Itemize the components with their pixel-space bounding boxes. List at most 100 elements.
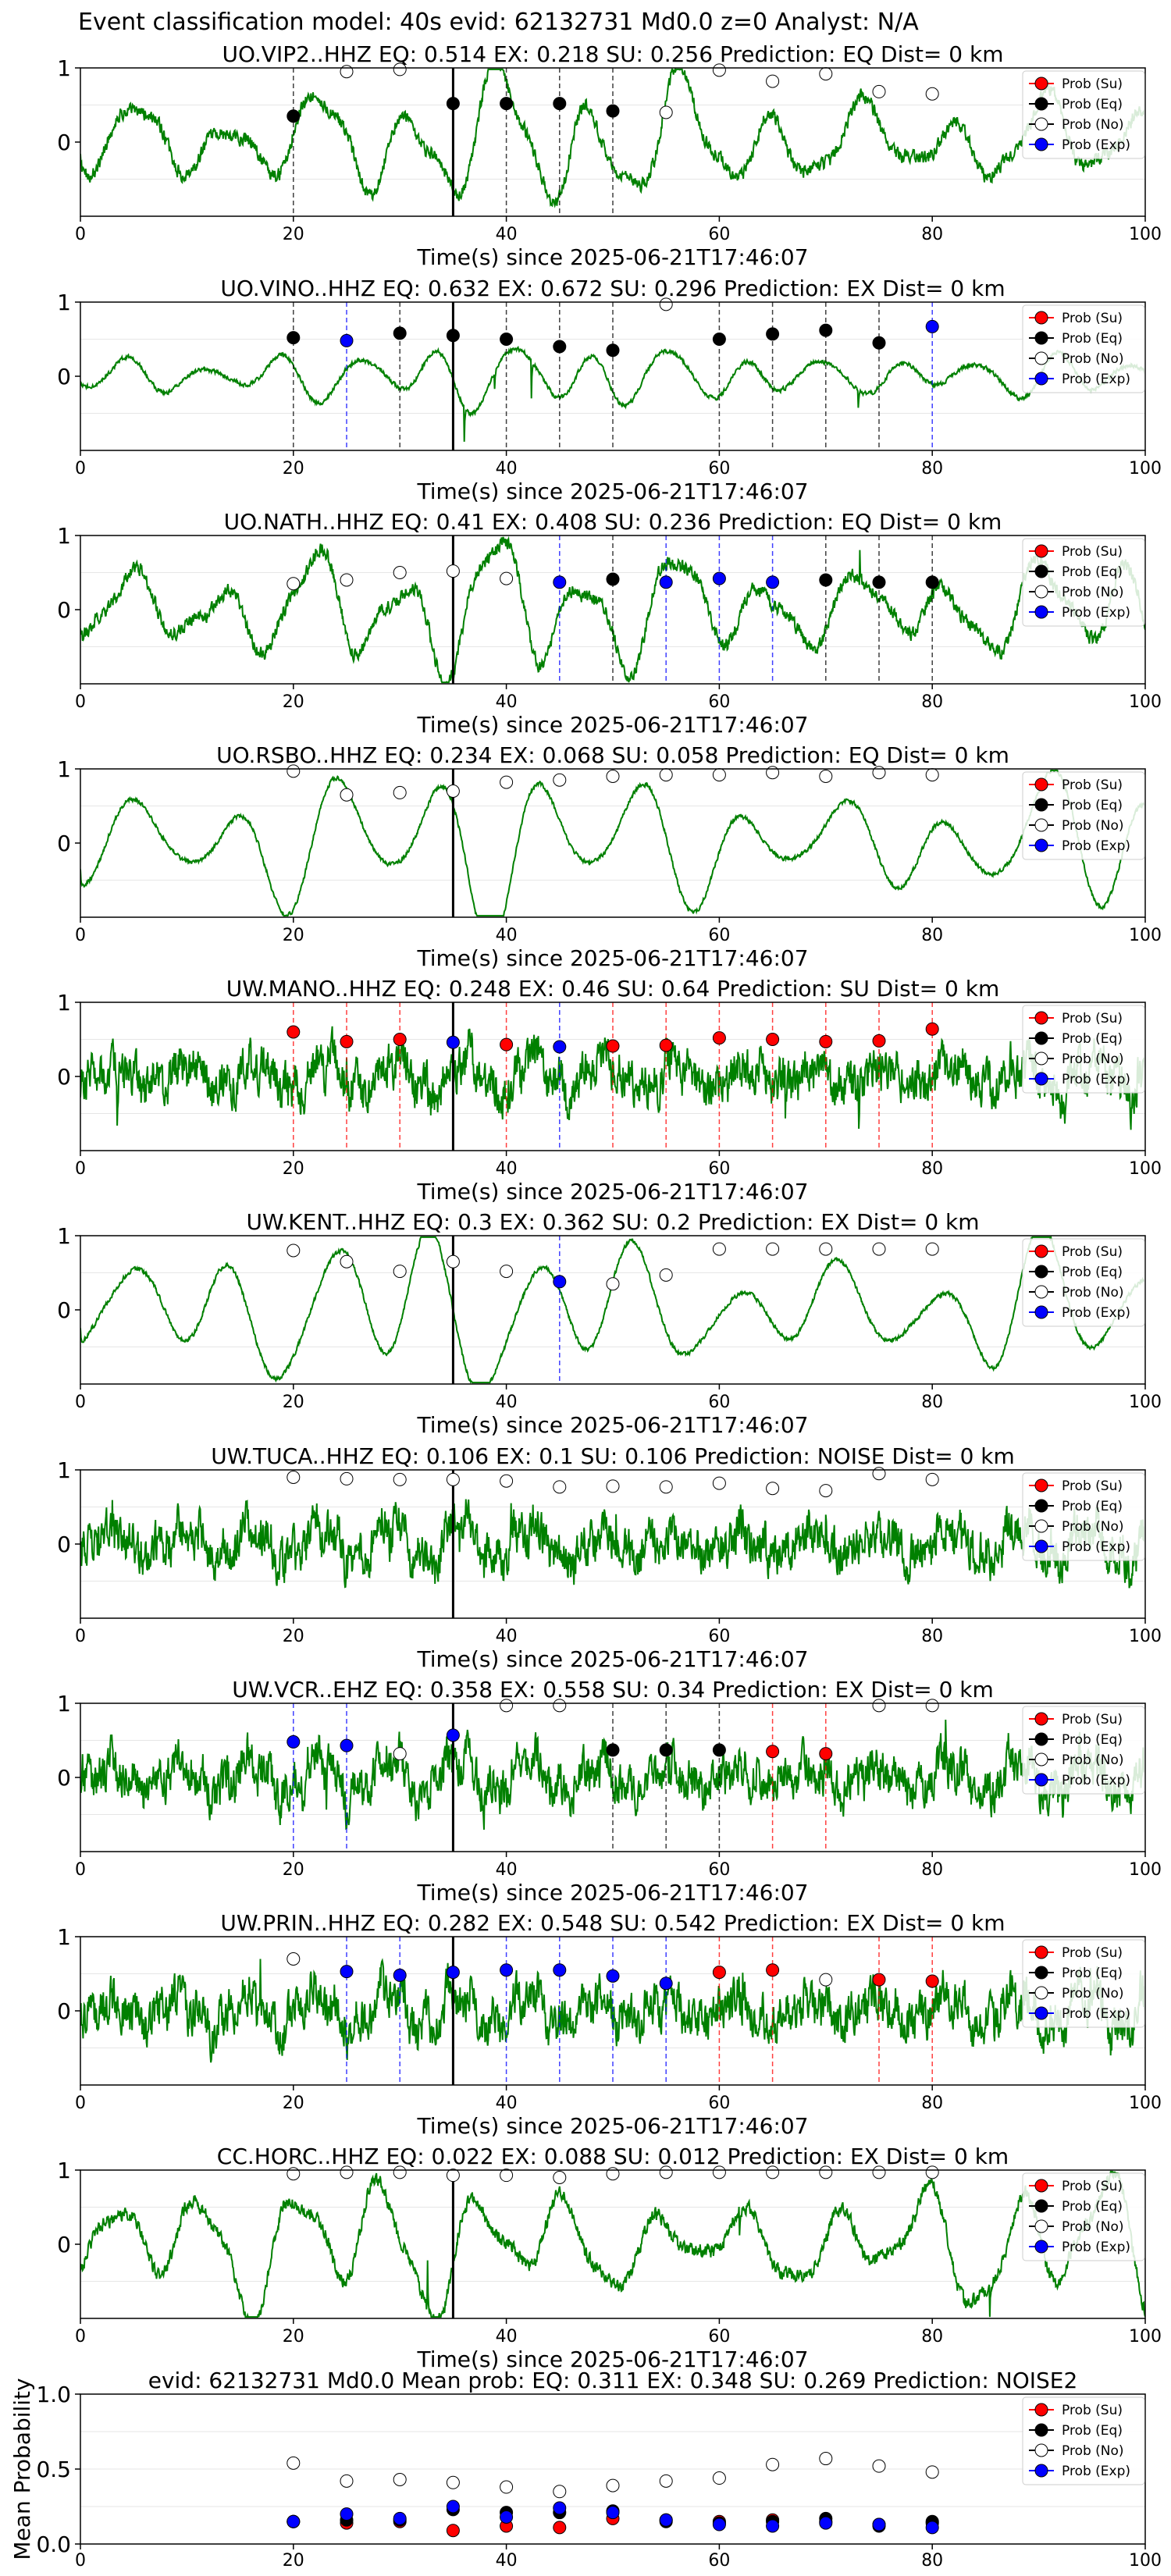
- x-tick-label-4-1: 20: [283, 1159, 304, 1179]
- legend-marker-9-0: [1034, 2179, 1048, 2193]
- legend-label-4-0: Prob (Su): [1062, 1011, 1123, 1026]
- legend-marker-6-0: [1034, 1478, 1048, 1493]
- mean-point-no-10: [819, 2452, 833, 2466]
- prob-point-0-8: [712, 63, 726, 77]
- x-tick-label-5-3: 60: [708, 1393, 730, 1412]
- mean-point-no-7: [659, 2474, 673, 2488]
- figure-suptitle: Event classification model: 40s evid: 62…: [78, 9, 919, 36]
- prob-point-1-6: [606, 343, 620, 358]
- x-tick-label-2-2: 40: [496, 692, 518, 712]
- mean-point-no-2: [393, 2472, 407, 2486]
- prob-point-5-11: [872, 1242, 886, 1256]
- mean-point-no-0: [287, 2456, 301, 2470]
- legend-marker-4-2: [1034, 1051, 1048, 1066]
- legend-label-8-2: Prob (No): [1062, 1986, 1124, 2001]
- legend-label-mean-2: Prob (No): [1062, 2443, 1124, 2459]
- panel-xlabel-8: Time(s) since 2025-06-21T17:46:07: [416, 2113, 808, 2139]
- mean-ylabel: Mean Probability: [9, 2378, 35, 2560]
- panel-xlabel-5: Time(s) since 2025-06-21T17:46:07: [416, 1412, 808, 1438]
- x-tick-label-2-5: 100: [1129, 692, 1162, 712]
- legend-marker-5-0: [1034, 1244, 1048, 1258]
- x-tick-label-2-4: 80: [921, 692, 943, 712]
- prob-point-2-1: [340, 573, 354, 587]
- prob-point-3-11: [872, 766, 886, 780]
- prob-point-2-6: [606, 572, 620, 586]
- mean-point-no-11: [872, 2459, 886, 2473]
- panel-xlabel-7: Time(s) since 2025-06-21T17:46:07: [416, 1880, 808, 1905]
- prob-point-4-1: [340, 1034, 354, 1048]
- legend-marker-8-1: [1034, 1966, 1048, 1980]
- legend-marker-8-0: [1034, 1945, 1048, 1959]
- legend-marker-5-3: [1034, 1305, 1048, 1319]
- prob-point-6-8: [712, 1476, 726, 1490]
- prob-point-2-3: [446, 564, 460, 578]
- legend-marker-6-2: [1034, 1519, 1048, 1533]
- prob-point-3-10: [819, 770, 833, 783]
- prob-point-5-8: [712, 1242, 726, 1256]
- legend-marker-7-2: [1034, 1752, 1048, 1767]
- x-tick-label-6-2: 40: [496, 1627, 518, 1646]
- prob-point-7-10: [819, 1747, 833, 1761]
- prob-point-3-4: [500, 775, 514, 789]
- prob-point-3-1: [340, 788, 354, 802]
- y-tick-label-0-0: 1: [57, 55, 71, 81]
- mean-panel-title: evid: 62132731 Md0.0 Mean prob: EQ: 0.31…: [148, 2368, 1078, 2393]
- prob-point-3-6: [606, 770, 620, 783]
- panel-title-5: UW.KENT..HHZ EQ: 0.3 EX: 0.362 SU: 0.2 P…: [246, 1209, 979, 1235]
- legend-marker-3-2: [1034, 818, 1048, 832]
- legend-marker-1-2: [1034, 351, 1048, 365]
- x-tick-label-9-0: 0: [75, 2327, 86, 2347]
- x-tick-label-6-1: 20: [283, 1627, 304, 1646]
- legend-label-6-2: Prob (No): [1062, 1519, 1124, 1535]
- mean-y-tick-label-1: 0.5: [36, 2457, 71, 2482]
- x-tick-label-0-2: 40: [496, 225, 518, 244]
- legend-marker-7-1: [1034, 1732, 1048, 1746]
- x-tick-label-7-1: 20: [283, 1860, 304, 1880]
- legend-marker-mean-0: [1034, 2403, 1048, 2417]
- legend-label-7-3: Prob (Exp): [1062, 1773, 1130, 1788]
- prob-point-3-0: [287, 764, 301, 778]
- prob-point-0-4: [500, 97, 514, 111]
- prob-point-5-4: [500, 1265, 514, 1279]
- panel-xlabel-6: Time(s) since 2025-06-21T17:46:07: [416, 1646, 808, 1672]
- prob-point-7-2: [393, 1747, 407, 1761]
- y-tick-label-1-1: 0: [57, 364, 71, 390]
- prob-point-8-9: [766, 1963, 780, 1977]
- prob-point-4-10: [819, 1034, 833, 1048]
- panel-title-7: UW.VCR..EHZ EQ: 0.358 EX: 0.558 SU: 0.34…: [232, 1677, 994, 1703]
- x-tick-label-1-4: 80: [921, 459, 943, 479]
- prob-point-9-0: [287, 2167, 301, 2181]
- prob-point-3-9: [766, 766, 780, 780]
- prob-point-7-6: [606, 1743, 620, 1757]
- legend-5: Prob (Su) Prob (Eq) Prob (No) Prob (Exp): [1022, 1238, 1145, 1327]
- prob-point-5-6: [606, 1277, 620, 1291]
- prob-point-1-5: [553, 340, 567, 354]
- prob-point-4-9: [766, 1033, 780, 1046]
- legend-marker-8-2: [1034, 1986, 1048, 2000]
- prob-point-5-3: [446, 1254, 460, 1268]
- legend-marker-4-1: [1034, 1031, 1048, 1045]
- prob-point-5-1: [340, 1254, 354, 1268]
- prob-point-7-3: [446, 1728, 460, 1742]
- x-tick-label-4-3: 60: [708, 1159, 730, 1179]
- legend-3: Prob (Su) Prob (Eq) Prob (No) Prob (Exp): [1022, 771, 1145, 860]
- prob-point-7-11: [872, 1699, 886, 1713]
- legend-label-9-1: Prob (Eq): [1062, 2199, 1123, 2215]
- panel-title-0: UO.VIP2..HHZ EQ: 0.514 EX: 0.218 SU: 0.2…: [222, 41, 1004, 67]
- mean-x-tick-label-3: 60: [708, 2551, 730, 2571]
- prob-point-7-7: [659, 1743, 673, 1757]
- legend-label-0-2: Prob (No): [1062, 117, 1124, 133]
- legend-label-3-3: Prob (Exp): [1062, 838, 1130, 854]
- legend-box-0: [1022, 70, 1145, 159]
- x-tick-label-7-2: 40: [496, 1860, 518, 1880]
- mean-point-no-6: [606, 2478, 620, 2492]
- legend-box-2: [1022, 538, 1145, 627]
- prob-point-2-9: [766, 575, 780, 589]
- legend-box-8: [1022, 1939, 1145, 2028]
- panel-title-6: UW.TUCA..HHZ EQ: 0.106 EX: 0.1 SU: 0.106…: [211, 1443, 1015, 1469]
- prob-point-6-0: [287, 1471, 301, 1484]
- x-tick-label-0-5: 100: [1129, 225, 1162, 244]
- prob-point-0-11: [872, 84, 886, 98]
- prob-point-2-10: [819, 573, 833, 587]
